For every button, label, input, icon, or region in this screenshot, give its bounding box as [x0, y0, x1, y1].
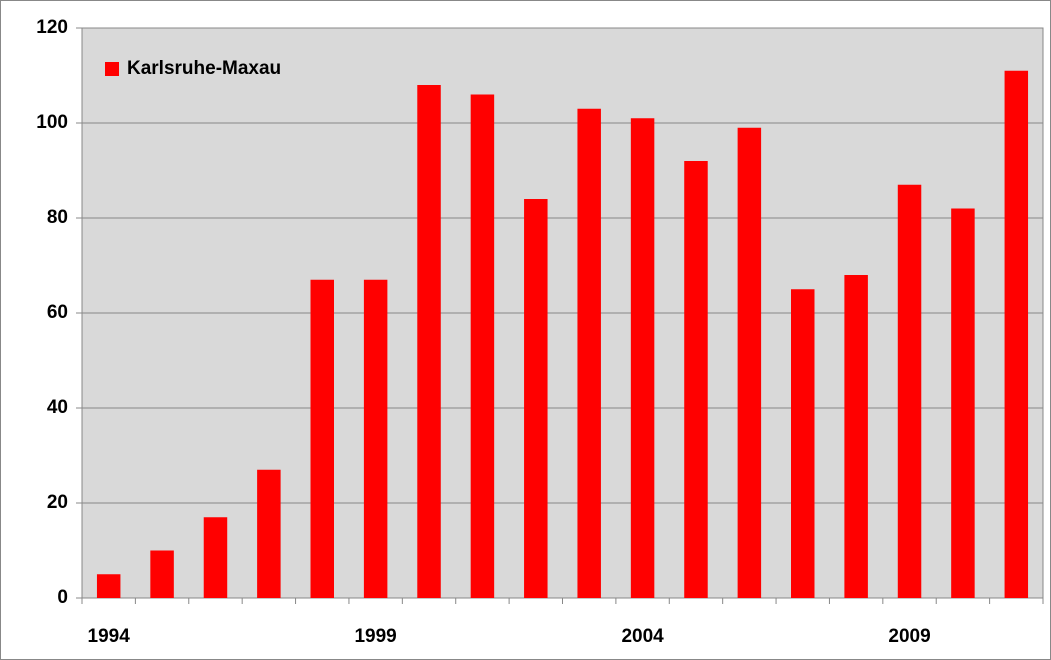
bar	[470, 94, 495, 598]
bar	[951, 208, 975, 598]
bar	[417, 85, 441, 598]
x-tick-label: 2009	[888, 626, 930, 647]
bar	[791, 289, 815, 598]
bar	[150, 550, 174, 598]
bar	[363, 279, 388, 598]
legend-label: Karlsruhe-Maxau	[127, 58, 281, 79]
y-tick-label: 0	[57, 587, 68, 608]
bar	[96, 574, 121, 598]
bar	[577, 108, 601, 598]
x-tick-label: 2004	[621, 626, 664, 647]
bar	[897, 184, 922, 598]
y-tick-label: 20	[47, 492, 68, 513]
y-tick-label: 80	[47, 207, 68, 228]
y-tick-label: 40	[47, 397, 68, 418]
bar	[524, 199, 548, 598]
legend-swatch	[105, 62, 119, 76]
bar	[310, 279, 334, 598]
bar	[844, 275, 868, 598]
x-tick-label: 1994	[88, 626, 131, 647]
x-tick-label: 1999	[354, 626, 396, 647]
bar	[630, 118, 655, 598]
y-tick-label: 100	[36, 112, 68, 133]
bar	[1004, 70, 1029, 598]
y-tick-label: 120	[36, 17, 68, 38]
bar	[684, 161, 708, 598]
bar	[203, 517, 228, 598]
y-tick-label: 60	[47, 302, 68, 323]
bar	[737, 127, 762, 598]
bar	[257, 469, 281, 598]
